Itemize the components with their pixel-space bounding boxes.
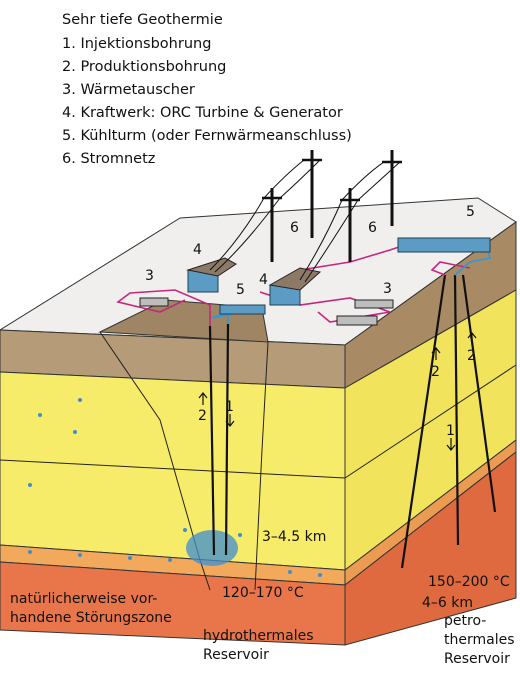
well-label: 1 xyxy=(225,399,234,415)
plant-label: 4 xyxy=(193,242,202,258)
well-label: 2 xyxy=(467,348,476,364)
plant-label: 4 xyxy=(259,272,268,288)
cooling-tower xyxy=(220,305,265,314)
legend-item: 1. Injektionsbohrung xyxy=(62,36,211,52)
reservoir-label: hydrothermales xyxy=(203,628,314,644)
grid-label: 6 xyxy=(368,220,377,236)
reservoir-label: petro- xyxy=(444,613,486,629)
temperature-label: 150–200 °C xyxy=(428,574,510,590)
cooling-label: 5 xyxy=(236,282,245,298)
reservoir-label: thermales xyxy=(444,632,515,648)
legend-item: 6. Stromnetz xyxy=(62,151,155,167)
diagram: Sehr tiefe Geothermie 1. Injektionsbohru… xyxy=(0,0,520,675)
exchanger-label: 3 xyxy=(383,281,392,297)
reservoir-label: Reservoir xyxy=(203,647,269,663)
cooling-tower xyxy=(398,238,490,252)
grid-label: 6 xyxy=(290,220,299,236)
depth-label: 4–6 km xyxy=(422,595,473,611)
fault-label: natürlicherweise vor- xyxy=(10,591,157,607)
well-label: 2 xyxy=(431,364,440,380)
heat-exchanger xyxy=(355,300,393,308)
depth-label: 3–4.5 km xyxy=(262,529,326,545)
temperature-label: 120–170 °C xyxy=(222,585,304,601)
well-label: 2 xyxy=(198,408,207,424)
legend-item: 3. Wärmetauscher xyxy=(62,82,195,98)
legend-item: 4. Kraftwerk: ORC Turbine & Generator xyxy=(62,105,343,121)
well-label: 1 xyxy=(446,423,455,439)
legend-item: 5. Kühlturm (oder Fernwärmeanschluss) xyxy=(62,128,352,144)
fault-label: handene Störungszone xyxy=(10,610,172,626)
legend-item: 2. Produktionsbohrung xyxy=(62,59,226,75)
cooling-label: 5 xyxy=(466,204,475,220)
reservoir-label: Reservoir xyxy=(444,651,510,667)
legend-title: Sehr tiefe Geothermie xyxy=(62,12,223,28)
heat-exchanger xyxy=(140,298,168,306)
heat-exchanger xyxy=(337,316,377,325)
reservoir-fluid xyxy=(186,530,238,566)
exchanger-label: 3 xyxy=(145,268,154,284)
